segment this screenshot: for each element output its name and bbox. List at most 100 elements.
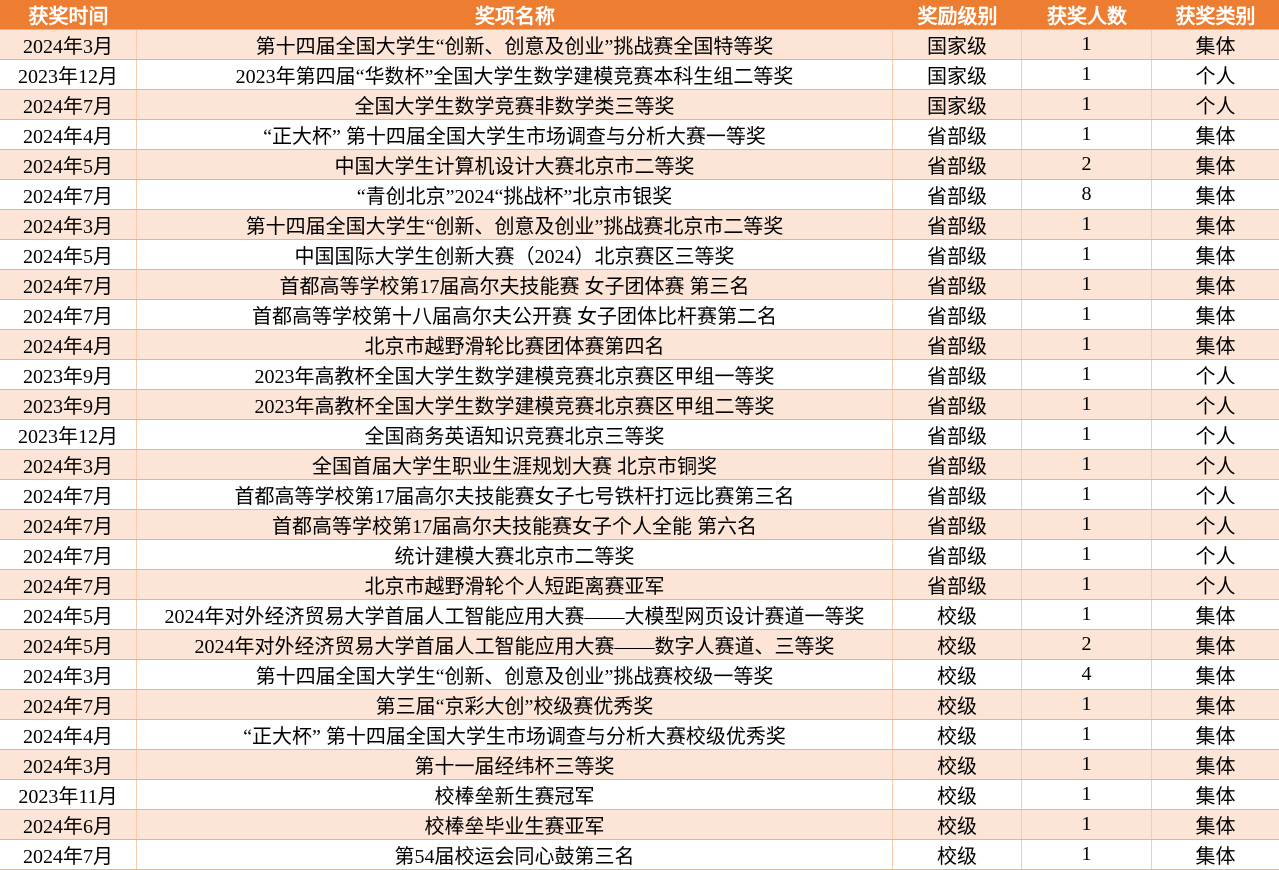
cell-count[interactable]: 1 — [1022, 450, 1152, 479]
cell-count[interactable]: 1 — [1022, 480, 1152, 509]
cell-level[interactable]: 校级 — [893, 750, 1022, 779]
cell-award-name[interactable]: 北京市越野滑轮比赛团体赛第四名 — [137, 330, 893, 359]
cell-type[interactable]: 集体 — [1195, 606, 1236, 628]
cell-level[interactable]: 校级 — [893, 630, 1022, 659]
cell-type[interactable]: 个人 — [1195, 366, 1236, 388]
cell-award-name[interactable]: 2023年高教杯全国大学生数学建模竞赛北京赛区甲组二等奖 — [137, 390, 893, 419]
cell-award-name[interactable]: 全国商务英语知识竞赛北京三等奖 — [137, 420, 893, 449]
cell-level[interactable]: 省部级 — [893, 300, 1022, 329]
cell-count[interactable]: 2 — [1022, 630, 1152, 659]
cell-type[interactable]: 集体 — [1195, 696, 1236, 718]
cell-award-name[interactable]: 首都高等学校第十八届高尔夫公开赛 女子团体比杆赛第二名 — [137, 300, 893, 329]
cell-time[interactable]: 2023年9月 — [0, 360, 137, 389]
cell-award-name[interactable]: 第54届校运会同心鼓第三名 — [137, 840, 893, 869]
cell-type[interactable]: 个人 — [1195, 396, 1236, 418]
cell-award-name[interactable]: 全国首届大学生职业生涯规划大赛 北京市铜奖 — [137, 450, 893, 479]
cell-count[interactable]: 1 — [1022, 510, 1152, 539]
cell-time[interactable]: 2023年12月 — [0, 60, 137, 89]
cell-count[interactable]: 1 — [1022, 360, 1152, 389]
cell-time[interactable]: 2024年4月 — [0, 720, 137, 749]
cell-time[interactable]: 2024年7月 — [0, 480, 137, 509]
cell-type[interactable]: 个人 — [1195, 486, 1236, 508]
cell-award-name[interactable]: 第十四届全国大学生“创新、创意及创业”挑战赛全国特等奖 — [137, 30, 893, 59]
cell-type[interactable]: 个人 — [1195, 546, 1236, 568]
cell-count[interactable]: 1 — [1022, 30, 1152, 59]
cell-level[interactable]: 省部级 — [893, 150, 1022, 179]
cell-time[interactable]: 2024年7月 — [0, 510, 137, 539]
cell-count[interactable]: 1 — [1022, 120, 1152, 149]
cell-level[interactable]: 省部级 — [893, 120, 1022, 149]
cell-level[interactable]: 省部级 — [893, 540, 1022, 569]
cell-award-name[interactable]: 首都高等学校第17届高尔夫技能赛女子七号铁杆打远比赛第三名 — [137, 480, 893, 509]
cell-award-name[interactable]: 2024年对外经济贸易大学首届人工智能应用大赛——大模型网页设计赛道一等奖 — [137, 600, 893, 629]
cell-level[interactable]: 省部级 — [893, 210, 1022, 239]
cell-type[interactable]: 集体 — [1195, 306, 1236, 328]
cell-award-name[interactable]: 校棒垒新生赛冠军 — [137, 780, 893, 809]
cell-time[interactable]: 2024年5月 — [0, 240, 137, 269]
cell-count[interactable]: 1 — [1022, 390, 1152, 419]
cell-count[interactable]: 1 — [1022, 90, 1152, 119]
cell-level[interactable]: 校级 — [893, 840, 1022, 869]
cell-time[interactable]: 2023年11月 — [0, 780, 137, 809]
cell-time[interactable]: 2024年3月 — [0, 450, 137, 479]
cell-time[interactable]: 2024年4月 — [0, 120, 137, 149]
cell-time[interactable]: 2024年7月 — [0, 180, 137, 209]
cell-count[interactable]: 8 — [1022, 180, 1152, 209]
cell-level[interactable]: 省部级 — [893, 180, 1022, 209]
cell-award-name[interactable]: 校棒垒毕业生赛亚军 — [137, 810, 893, 839]
cell-count[interactable]: 1 — [1022, 750, 1152, 779]
cell-type[interactable]: 集体 — [1195, 816, 1236, 838]
cell-type[interactable]: 集体 — [1195, 756, 1236, 778]
cell-type[interactable]: 个人 — [1195, 426, 1236, 448]
cell-level[interactable]: 国家级 — [893, 60, 1022, 89]
cell-type[interactable]: 集体 — [1195, 186, 1236, 208]
cell-time[interactable]: 2024年5月 — [0, 630, 137, 659]
cell-type[interactable]: 集体 — [1195, 726, 1236, 748]
cell-type[interactable]: 集体 — [1195, 786, 1236, 808]
cell-level[interactable]: 校级 — [893, 780, 1022, 809]
cell-level[interactable]: 省部级 — [893, 450, 1022, 479]
cell-time[interactable]: 2024年7月 — [0, 690, 137, 719]
header-level[interactable]: 奖励级别 — [917, 4, 998, 28]
cell-count[interactable]: 1 — [1022, 720, 1152, 749]
cell-count[interactable]: 1 — [1022, 300, 1152, 329]
cell-time[interactable]: 2024年7月 — [0, 300, 137, 329]
cell-level[interactable]: 校级 — [893, 690, 1022, 719]
cell-level[interactable]: 省部级 — [893, 240, 1022, 269]
cell-count[interactable]: 1 — [1022, 570, 1152, 599]
cell-award-name[interactable]: “青创北京”2024“挑战杯”北京市银奖 — [137, 180, 893, 209]
cell-award-name[interactable]: 中国大学生计算机设计大赛北京市二等奖 — [137, 150, 893, 179]
cell-award-name[interactable]: 中国国际大学生创新大赛（2024）北京赛区三等奖 — [137, 240, 893, 269]
cell-time[interactable]: 2024年7月 — [0, 840, 137, 869]
header-award-name[interactable]: 奖项名称 — [475, 4, 555, 28]
cell-count[interactable]: 1 — [1022, 420, 1152, 449]
cell-time[interactable]: 2024年4月 — [0, 330, 137, 359]
cell-type[interactable]: 个人 — [1195, 516, 1236, 538]
cell-type[interactable]: 集体 — [1195, 156, 1236, 178]
cell-award-name[interactable]: 2024年对外经济贸易大学首届人工智能应用大赛——数字人赛道、三等奖 — [137, 630, 893, 659]
cell-count[interactable]: 1 — [1022, 600, 1152, 629]
cell-time[interactable]: 2024年7月 — [0, 90, 137, 119]
cell-count[interactable]: 1 — [1022, 60, 1152, 89]
cell-type[interactable]: 个人 — [1195, 66, 1236, 88]
cell-award-name[interactable]: 第十四届全国大学生“创新、创意及创业”挑战赛校级一等奖 — [137, 660, 893, 689]
cell-type[interactable]: 集体 — [1195, 36, 1236, 58]
cell-time[interactable]: 2024年3月 — [0, 660, 137, 689]
cell-level[interactable]: 省部级 — [893, 480, 1022, 509]
cell-type[interactable]: 个人 — [1195, 576, 1236, 598]
cell-level[interactable]: 校级 — [893, 660, 1022, 689]
cell-award-name[interactable]: 首都高等学校第17届高尔夫技能赛女子个人全能 第六名 — [137, 510, 893, 539]
cell-level[interactable]: 省部级 — [893, 420, 1022, 449]
cell-count[interactable]: 4 — [1022, 660, 1152, 689]
cell-time[interactable]: 2024年3月 — [0, 210, 137, 239]
cell-award-name[interactable]: 第十四届全国大学生“创新、创意及创业”挑战赛北京市二等奖 — [137, 210, 893, 239]
cell-count[interactable]: 1 — [1022, 240, 1152, 269]
cell-count[interactable]: 1 — [1022, 840, 1152, 869]
cell-level[interactable]: 校级 — [893, 720, 1022, 749]
cell-count[interactable]: 1 — [1022, 780, 1152, 809]
cell-level[interactable]: 校级 — [893, 600, 1022, 629]
cell-count[interactable]: 1 — [1022, 210, 1152, 239]
cell-award-name[interactable]: 第十一届经纬杯三等奖 — [137, 750, 893, 779]
cell-award-name[interactable]: 全国大学生数学竞赛非数学类三等奖 — [137, 90, 893, 119]
cell-count[interactable]: 1 — [1022, 810, 1152, 839]
